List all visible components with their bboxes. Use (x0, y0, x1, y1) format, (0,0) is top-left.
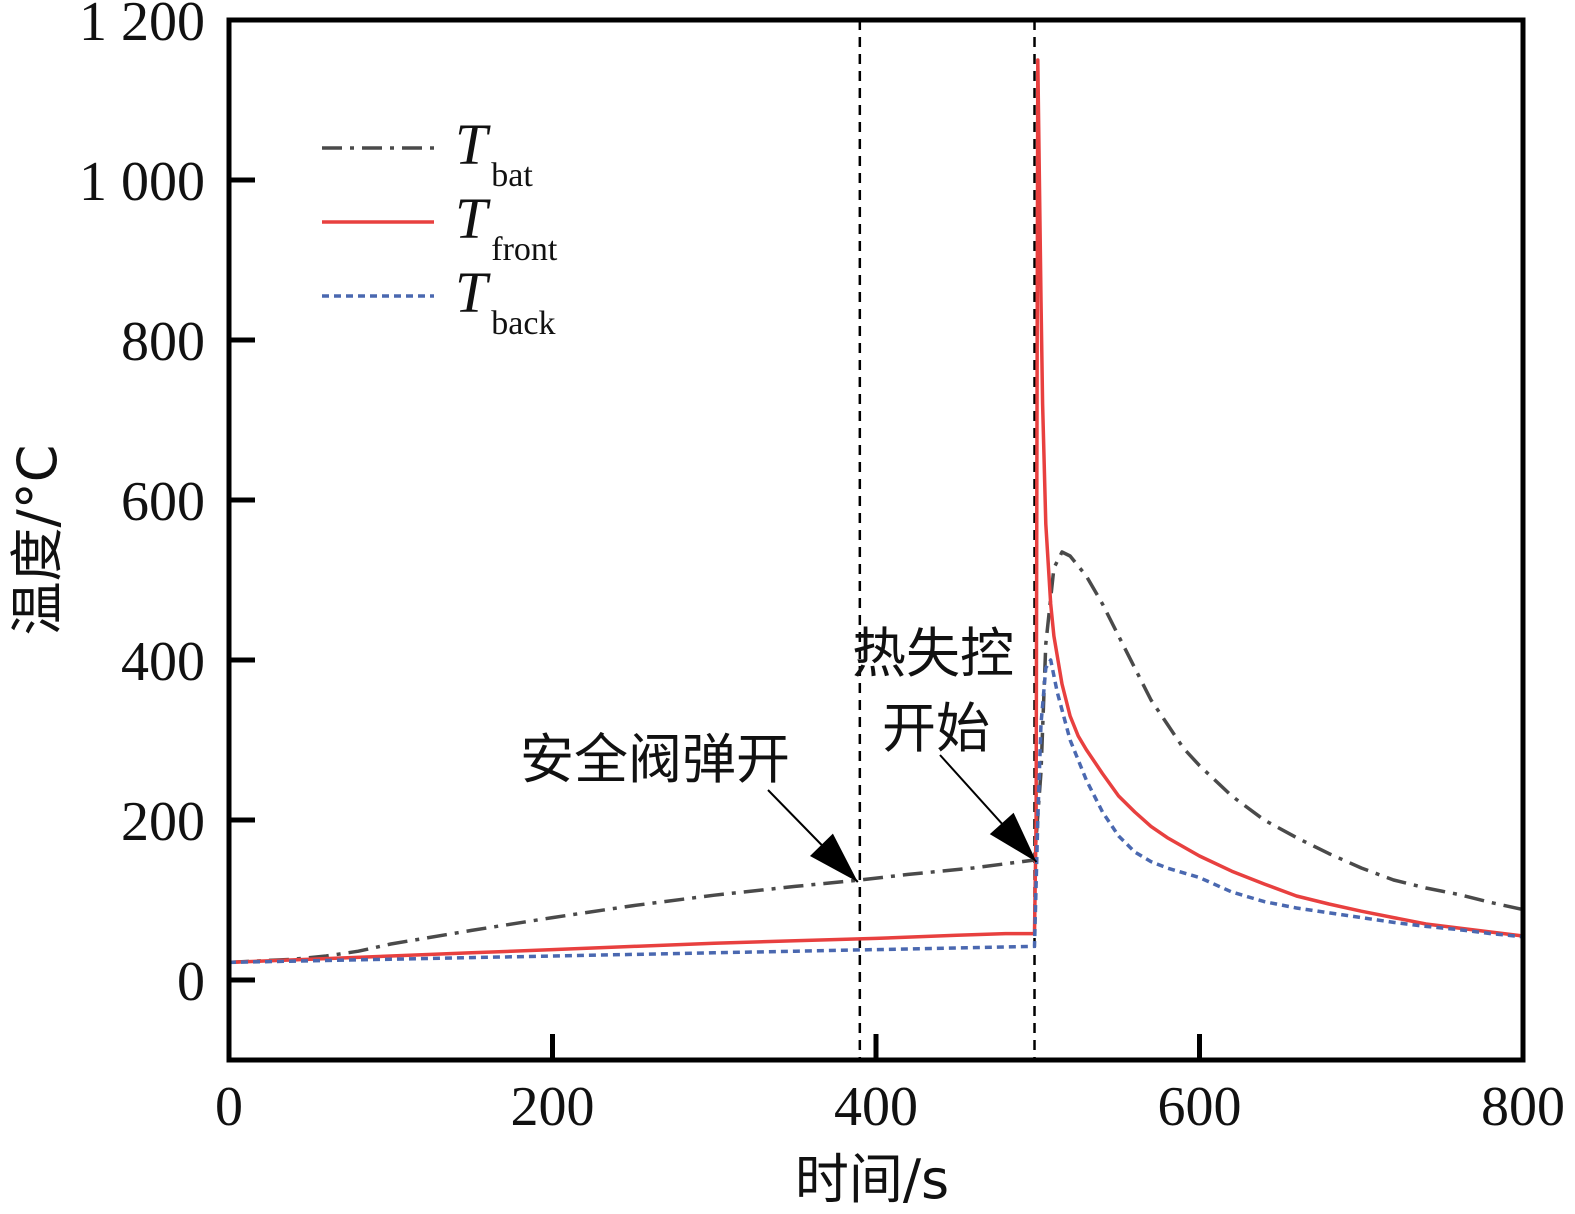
x-tick-label: 200 (511, 1076, 595, 1138)
series-line-back (228, 658, 1524, 965)
x-axis-title: 时间/s (795, 1148, 949, 1211)
legend-label-main: T (455, 112, 491, 177)
legend-label-sub: front (491, 231, 558, 268)
y-axis-title: 温度/°C (6, 445, 69, 636)
series-lines (228, 58, 1524, 965)
axes: 0 200 400 600 800 0 200 400 600 800 1 000 1 200 时间/s… (6, 0, 1565, 1211)
x-tick-label: 400 (834, 1076, 918, 1138)
annotation-valve-open: 安全阀弹开 (520, 728, 790, 791)
x-tick-label: 800 (1481, 1076, 1565, 1138)
series-line-bat (228, 550, 1524, 965)
y-tick-label: 800 (121, 311, 205, 373)
annotation-runaway-line2: 开始 (882, 697, 990, 760)
y-tick-label: 1 200 (79, 0, 205, 53)
arrow-valve-open-head (810, 833, 858, 882)
y-tick-label: 1 000 (79, 151, 205, 213)
y-tick-label: 400 (121, 631, 205, 693)
series-line-front (228, 58, 1524, 965)
legend-label-sub: back (491, 305, 555, 342)
legend-label-main: T (455, 260, 491, 325)
y-tick-label: 200 (121, 791, 205, 853)
annotation-runaway-line1: 热失控 (852, 622, 1014, 685)
legend-label-sub: bat (491, 157, 533, 194)
x-tick-label: 600 (1158, 1076, 1242, 1138)
y-tick-label: 0 (177, 951, 205, 1013)
legend-label-main: T (455, 186, 491, 251)
arrow-runaway-head (989, 812, 1037, 862)
x-tick-label: 0 (215, 1076, 243, 1138)
y-tick-label: 600 (121, 471, 205, 533)
vertical-marker-lines (858, 20, 1036, 1060)
